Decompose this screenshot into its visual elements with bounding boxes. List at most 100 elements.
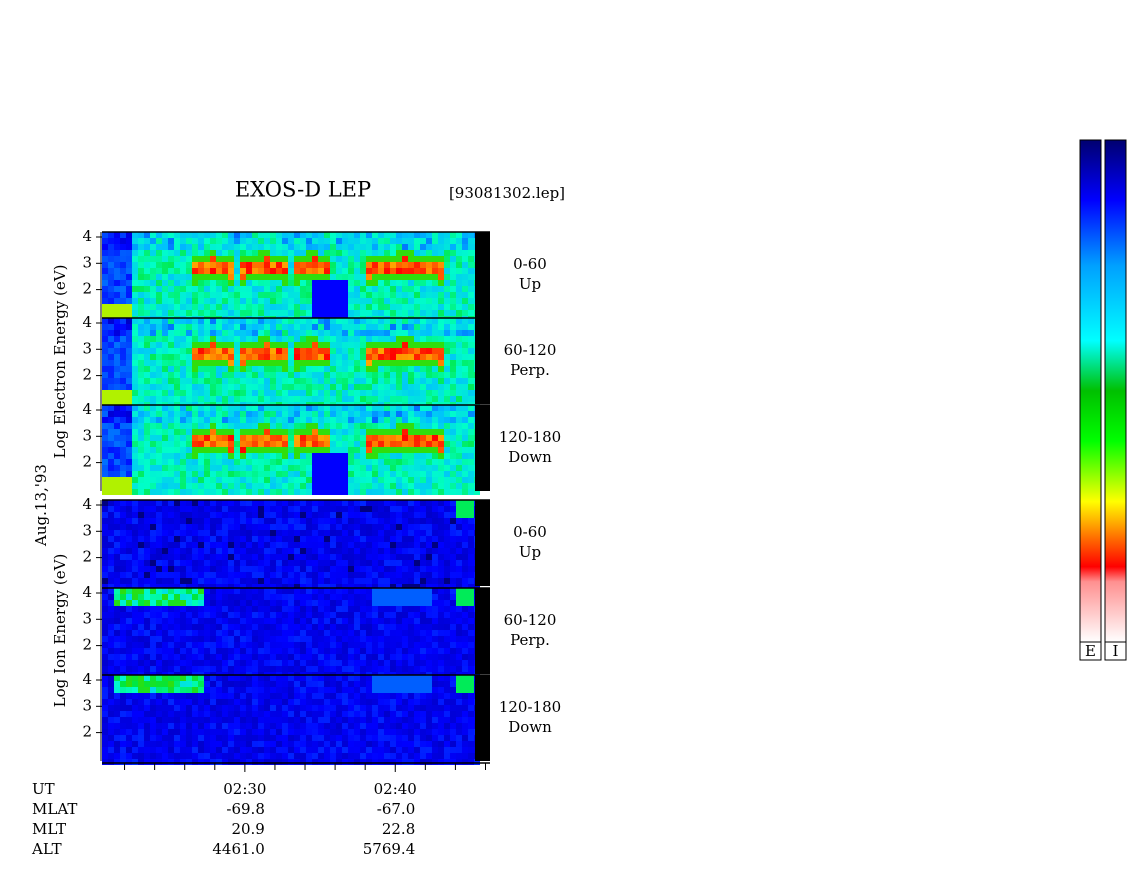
texture-cell <box>102 453 108 459</box>
texture-cell <box>306 268 312 274</box>
texture-cell <box>444 483 450 489</box>
texture-cell <box>126 512 132 518</box>
texture-cell <box>330 459 336 465</box>
texture-cell <box>222 274 228 280</box>
texture-cell <box>102 310 108 316</box>
texture-cell <box>120 548 126 554</box>
texture-cell <box>336 471 342 477</box>
texture-cell <box>204 411 210 417</box>
texture-cell <box>126 699 132 705</box>
texture-cell <box>114 705 120 711</box>
texture-cell <box>126 298 132 304</box>
texture-cell <box>168 384 174 390</box>
texture-cell <box>216 506 222 512</box>
texture-cell <box>402 453 408 459</box>
texture-cell <box>216 560 222 566</box>
texture-cell <box>312 232 318 238</box>
texture-cell <box>174 354 180 360</box>
texture-cell <box>132 594 138 600</box>
texture-cell <box>246 500 252 506</box>
texture-cell <box>102 512 108 518</box>
texture-cell <box>426 572 432 578</box>
texture-cell <box>306 524 312 530</box>
texture-cell <box>216 606 222 612</box>
texture-cell <box>456 618 462 624</box>
texture-cell <box>168 572 174 578</box>
texture-cell <box>360 360 366 366</box>
texture-cell <box>336 423 342 429</box>
texture-cell <box>156 630 162 636</box>
texture-cell <box>210 554 216 560</box>
texture-cell <box>342 354 348 360</box>
texture-cell <box>150 699 156 705</box>
texture-cell <box>438 378 444 384</box>
texture-cell <box>270 648 276 654</box>
texture-cell <box>342 536 348 542</box>
texture-cell <box>222 660 228 666</box>
texture-cell <box>438 624 444 630</box>
texture-cell <box>198 435 204 441</box>
texture-cell <box>168 612 174 618</box>
texture-cell <box>420 453 426 459</box>
texture-cell <box>414 384 420 390</box>
texture-cell <box>168 753 174 759</box>
texture-cell <box>252 483 258 489</box>
texture-cell <box>438 636 444 642</box>
texture-cell <box>210 578 216 584</box>
texture-cell <box>408 336 414 342</box>
texture-cell <box>468 459 474 465</box>
texture-cell <box>174 584 180 590</box>
texture-cell <box>156 711 162 717</box>
texture-cell <box>228 578 234 584</box>
texture-cell <box>300 594 306 600</box>
texture-cell <box>102 747 108 753</box>
texture-cell <box>312 500 318 506</box>
texture-cell <box>414 390 420 396</box>
texture-cell <box>108 256 114 262</box>
texture-cell <box>108 594 114 600</box>
texture-cell <box>156 318 162 324</box>
texture-cell <box>270 262 276 268</box>
texture-cell <box>114 459 120 465</box>
texture-cell <box>126 390 132 396</box>
texture-cell <box>222 477 228 483</box>
texture-cell <box>210 506 216 512</box>
texture-cell <box>114 618 120 624</box>
texture-cell <box>354 536 360 542</box>
texture-cell <box>240 378 246 384</box>
texture-cell <box>402 417 408 423</box>
texture-cell <box>372 348 378 354</box>
texture-cell <box>138 636 144 642</box>
texture-cell <box>138 699 144 705</box>
texture-cell <box>408 429 414 435</box>
texture-cell <box>126 250 132 256</box>
texture-cell <box>132 453 138 459</box>
texture-cell <box>282 372 288 378</box>
texture-cell <box>318 274 324 280</box>
texture-cell <box>126 360 132 366</box>
texture-cell <box>210 304 216 310</box>
texture-cell <box>204 318 210 324</box>
texture-cell <box>138 618 144 624</box>
texture-cell <box>174 693 180 699</box>
texture-cell <box>258 429 264 435</box>
texture-cell <box>432 618 438 624</box>
texture-cell <box>282 666 288 672</box>
texture-cell <box>354 304 360 310</box>
texture-cell <box>366 542 372 548</box>
texture-cell <box>270 405 276 411</box>
texture-cell <box>300 636 306 642</box>
texture-cell <box>366 318 372 324</box>
texture-cell <box>156 384 162 390</box>
texture-cell <box>102 396 108 402</box>
texture-cell <box>144 518 150 524</box>
texture-cell <box>162 566 168 572</box>
texture-cell <box>132 465 138 471</box>
texture-cell <box>174 747 180 753</box>
texture-cell <box>366 648 372 654</box>
texture-cell <box>360 238 366 244</box>
texture-cell <box>102 417 108 423</box>
texture-cell <box>102 612 108 618</box>
texture-cell <box>390 548 396 554</box>
texture-cell <box>114 238 120 244</box>
